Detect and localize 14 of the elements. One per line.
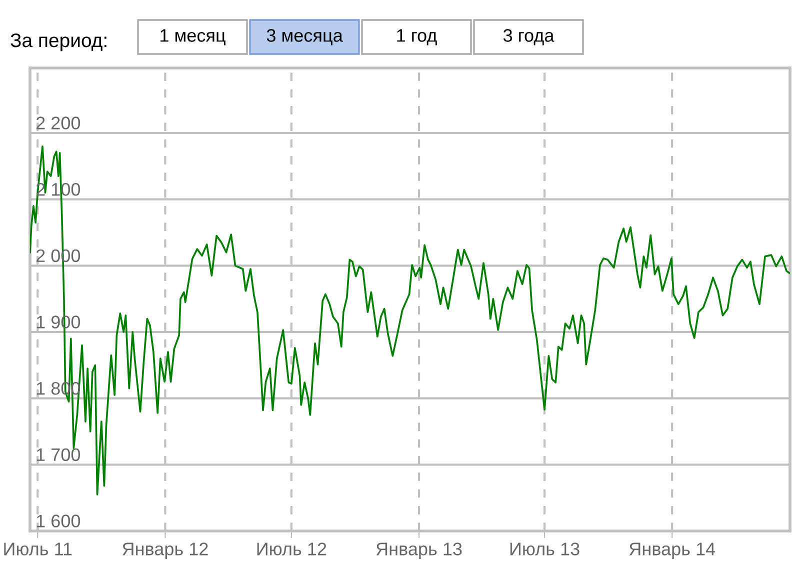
- x-tick-label: Январь 14: [629, 542, 716, 559]
- text: 1 год: [397, 29, 437, 46]
- text: 3 месяца: [266, 29, 343, 46]
- x-tick-label: Январь 13: [376, 542, 462, 559]
- y-tick-label: 1 600: [36, 514, 80, 528]
- y-tick-label: 1 700: [36, 448, 80, 462]
- x-tick-label: Январь 12: [122, 542, 208, 559]
- y-tick-label: 2 200: [36, 116, 80, 130]
- x-tick-label: Июль 11: [4, 542, 72, 556]
- x-tick-label: Июль 12: [257, 542, 326, 556]
- x-tick-label: Июль 13: [510, 542, 580, 556]
- text: За период:: [10, 33, 106, 52]
- text: 3 года: [503, 29, 554, 46]
- text: 1 месяц: [160, 29, 226, 46]
